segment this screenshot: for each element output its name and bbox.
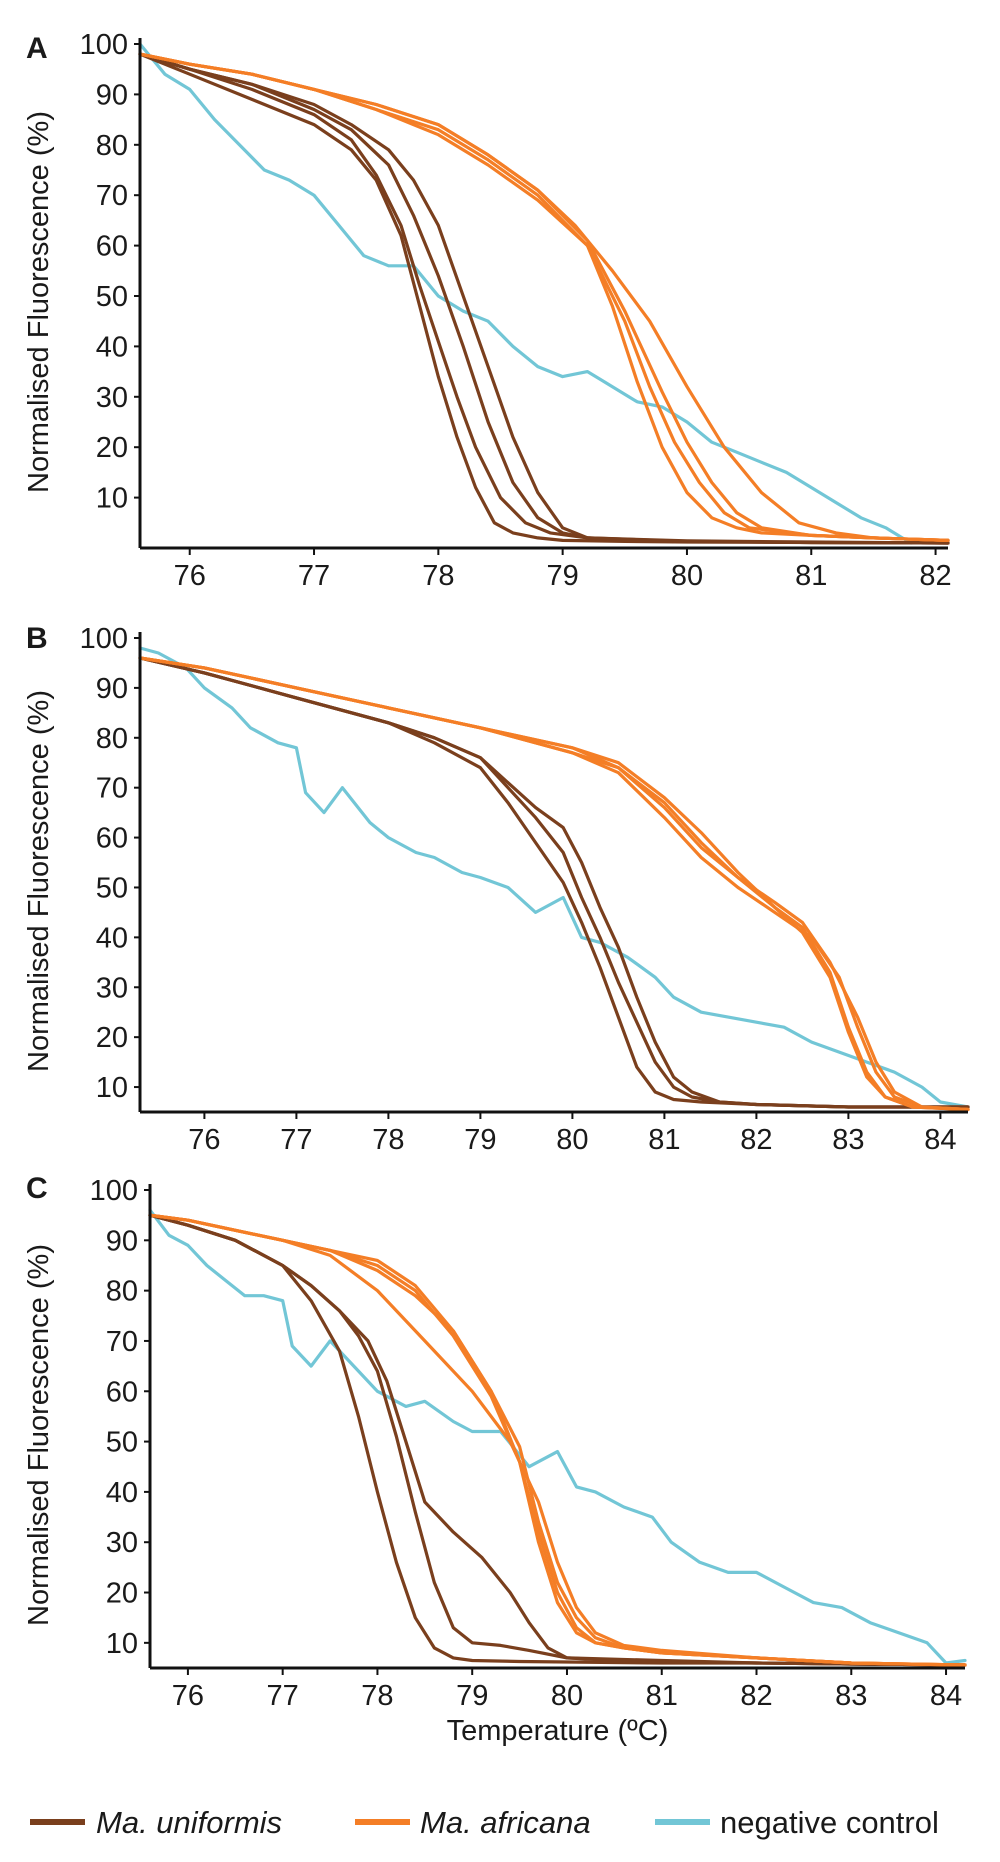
y-axis-label: Normalised Fluorescence (%): [23, 1244, 55, 1626]
x-tick-label: 76: [174, 560, 206, 592]
y-tick-label: 100: [80, 623, 128, 655]
series-line-ma-africana-6: [148, 1213, 967, 1667]
x-tick-label: 81: [646, 1680, 678, 1712]
series-line-ma-africana-3: [138, 656, 970, 1112]
x-axis-label: Temperature (ºC): [447, 1715, 669, 1747]
y-tick-label: 70: [96, 180, 128, 212]
x-tick-label: 80: [556, 1124, 588, 1156]
x-tick-label: 77: [267, 1680, 299, 1712]
y-tick-label: 30: [96, 972, 128, 1004]
y-tick-label: 90: [96, 673, 128, 705]
series-line-ma-uniformis-2: [138, 656, 970, 1109]
y-tick-label: 40: [96, 331, 128, 363]
series-line-ma-uniformis-2: [148, 1213, 967, 1667]
series-line-negative-control-8: [138, 42, 950, 545]
x-tick-label: 77: [298, 560, 330, 592]
y-tick-label: 50: [96, 872, 128, 904]
legend-label: Ma. uniformis: [96, 1805, 282, 1840]
series-line-ma-africana-4: [138, 52, 950, 543]
series-line-ma-uniformis-2: [138, 52, 950, 545]
x-tick-label: 81: [648, 1124, 680, 1156]
y-tick-label: 30: [96, 382, 128, 414]
x-tick-label: 82: [740, 1124, 772, 1156]
legend-label: negative control: [720, 1805, 939, 1840]
y-tick-label: 40: [106, 1477, 138, 1509]
x-tick-label: 76: [188, 1124, 220, 1156]
y-tick-label: 60: [106, 1376, 138, 1408]
x-tick-label: 84: [930, 1680, 962, 1712]
x-tick-label: 84: [924, 1124, 956, 1156]
series-line-ma-uniformis-1: [138, 52, 950, 545]
x-tick-label: 77: [280, 1124, 312, 1156]
x-tick-label: 78: [372, 1124, 404, 1156]
chart-panel-a: A 10 20 30 40 50 60 70 80 90 100 76 77 78 79 80 81 82 Norm…: [23, 29, 952, 592]
series-line-ma-uniformis-3: [138, 52, 950, 545]
x-tick-label: 79: [547, 560, 579, 592]
series-line-ma-africana-3: [148, 1213, 967, 1667]
x-tick-label: 83: [835, 1680, 867, 1712]
y-axis-label: Normalised Fluorescence (%): [23, 111, 55, 493]
y-tick-label: 80: [106, 1276, 138, 1308]
y-tick-label: 30: [106, 1527, 138, 1559]
y-tick-label: 70: [96, 773, 128, 805]
series-lines: [148, 1208, 967, 1667]
x-tick-label: 81: [795, 560, 827, 592]
series-line-ma-africana-7: [138, 52, 950, 543]
x-tick-label: 82: [740, 1680, 772, 1712]
x-tick-label: 78: [361, 1680, 393, 1712]
x-tick-label: 79: [456, 1680, 488, 1712]
series-line-ma-uniformis-0: [138, 52, 950, 545]
x-tick-label: 78: [422, 560, 454, 592]
y-tick-label: 60: [96, 823, 128, 855]
series-line-ma-uniformis-0: [138, 656, 970, 1109]
x-tick-label: 80: [551, 1680, 583, 1712]
y-tick-label: 40: [96, 922, 128, 954]
y-tick-label: 20: [96, 432, 128, 464]
y-axis-label: Normalised Fluorescence (%): [23, 690, 55, 1072]
y-tick-label: 100: [80, 29, 128, 61]
y-tick-label: 10: [96, 1072, 128, 1104]
x-tick-label: 82: [919, 560, 951, 592]
chart-panel-c: C 10 20 30 40 50 60 70 80 90 100 76 77 78 79 80 81 82 83 84…: [23, 1172, 967, 1747]
y-tick-label: 50: [106, 1427, 138, 1459]
y-tick-label: 100: [90, 1175, 138, 1207]
y-tick-label: 10: [106, 1628, 138, 1660]
y-tick-label: 90: [106, 1225, 138, 1257]
series-line-ma-uniformis-1: [138, 656, 970, 1109]
y-tick-label: 10: [96, 483, 128, 515]
y-tick-label: 80: [96, 130, 128, 162]
y-tick-label: 70: [106, 1326, 138, 1358]
legend-label: Ma. africana: [420, 1805, 591, 1840]
series-line-ma-africana-5: [138, 656, 970, 1112]
y-tick-label: 80: [96, 723, 128, 755]
series-line-ma-africana-4: [138, 656, 970, 1112]
panel-letter: A: [26, 32, 48, 65]
legend-item-ma-uniformis: Ma. uniformis: [30, 1805, 282, 1840]
y-tick-label: 20: [106, 1578, 138, 1610]
y-tick-label: 90: [96, 79, 128, 111]
series-line-ma-africana-5: [138, 52, 950, 543]
x-tick-label: 83: [832, 1124, 864, 1156]
panel-letter: C: [26, 1172, 48, 1205]
series-line-ma-africana-6: [138, 52, 950, 543]
x-tick-label: 79: [464, 1124, 496, 1156]
y-tick-label: 60: [96, 231, 128, 263]
legend: Ma. uniformis Ma. africana negative contro…: [30, 1805, 939, 1840]
y-tick-label: 20: [96, 1022, 128, 1054]
chart-panel-b: B 10 20 30 40 50 60 70 80 90 100 76 77 78 79 80 81 82 83 84…: [23, 622, 970, 1156]
legend-item-ma-africana: Ma. africana: [355, 1805, 591, 1840]
legend-item-negative-control: negative control: [655, 1805, 939, 1840]
series-line-ma-africana-6: [138, 656, 970, 1112]
series-lines: [138, 42, 950, 545]
x-tick-label: 76: [172, 1680, 204, 1712]
series-line-negative-control-7: [138, 646, 970, 1109]
series-lines: [138, 646, 970, 1112]
y-tick-label: 50: [96, 281, 128, 313]
x-tick-label: 80: [671, 560, 703, 592]
panel-letter: B: [26, 622, 48, 655]
